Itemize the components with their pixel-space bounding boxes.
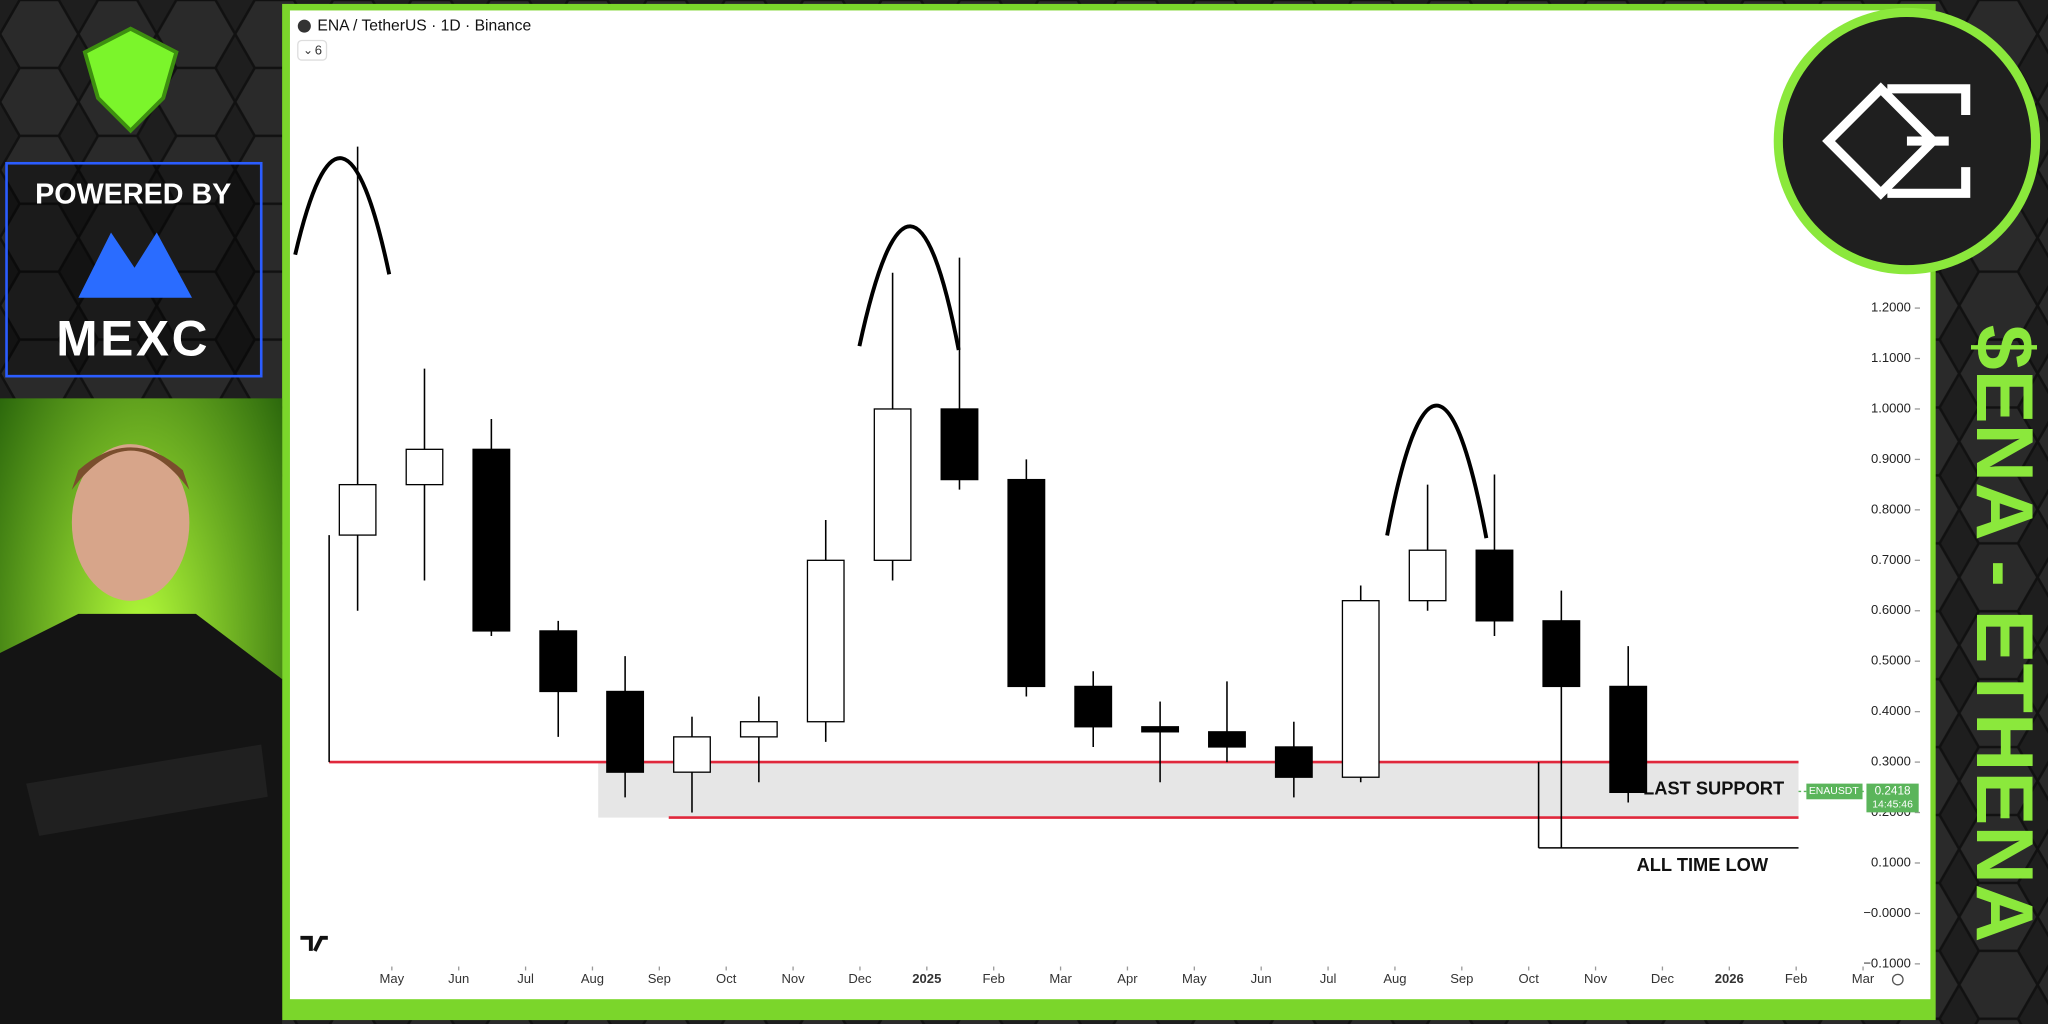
x-tick-label: Jul bbox=[1320, 971, 1337, 986]
candle-body bbox=[539, 630, 578, 693]
y-tick-label: 0.8000 bbox=[1871, 501, 1911, 516]
peak-arc bbox=[1385, 403, 1489, 539]
person-hair bbox=[71, 447, 190, 490]
x-tick-label: Mar bbox=[1049, 971, 1072, 986]
support-zone bbox=[598, 762, 1799, 818]
x-tick-label: Feb bbox=[1785, 971, 1807, 986]
y-tick-label: 0.1000 bbox=[1871, 854, 1911, 869]
x-tick-label: Mar bbox=[1852, 971, 1875, 986]
symbol-tag: ENAUSDT bbox=[1809, 786, 1859, 797]
candle-body bbox=[1141, 726, 1180, 733]
support-label: LAST SUPPORT bbox=[1643, 778, 1784, 799]
y-tick-label: 0.4000 bbox=[1871, 703, 1911, 718]
x-tick-label: Dec bbox=[848, 971, 872, 986]
peak-arc bbox=[857, 224, 961, 351]
x-tick-label: Oct bbox=[1519, 971, 1540, 986]
y-tick-label: 1.0000 bbox=[1871, 400, 1911, 415]
powered-by: POWERED BY bbox=[35, 179, 231, 211]
y-tick-label: 0.3000 bbox=[1871, 754, 1911, 769]
x-tick-label: Aug bbox=[1383, 971, 1406, 986]
person-arms bbox=[26, 744, 268, 836]
y-tick-label: 0.9000 bbox=[1871, 451, 1911, 466]
candle-body bbox=[1074, 685, 1113, 728]
candle-body bbox=[338, 483, 377, 536]
candle-body bbox=[1007, 478, 1046, 688]
candle-body bbox=[1542, 620, 1581, 688]
x-tick-label: 2025 bbox=[912, 971, 941, 986]
x-tick-label: Sep bbox=[648, 971, 671, 986]
banner-text: $ENA - ETHENA bbox=[1959, 325, 2048, 943]
candle-body bbox=[405, 448, 444, 486]
x-tick-label: Nov bbox=[1584, 971, 1608, 986]
indicator-count: 6 bbox=[315, 42, 322, 57]
plot: −0.1000−0.00000.10000.20000.30000.40000.… bbox=[328, 146, 1920, 986]
candle-body bbox=[1274, 746, 1313, 778]
indicator-toggle[interactable] bbox=[297, 39, 328, 61]
x-tick-label: 2026 bbox=[1715, 971, 1744, 986]
y-tick-label: 0.7000 bbox=[1871, 552, 1911, 567]
y-tick-label: −0.1000 bbox=[1863, 955, 1911, 970]
logo bbox=[82, 26, 179, 134]
y-tick-label: 0.6000 bbox=[1871, 602, 1911, 617]
x-tick-label: Oct bbox=[716, 971, 737, 986]
tv-logo bbox=[300, 935, 328, 952]
candle-body bbox=[940, 408, 979, 481]
candle-body bbox=[472, 448, 511, 632]
symbol-icon bbox=[297, 19, 311, 33]
chevron: ⌄ bbox=[303, 44, 313, 57]
x-tick-label: Nov bbox=[781, 971, 805, 986]
x-tick-label: Jun bbox=[1251, 971, 1272, 986]
candle-body bbox=[1341, 600, 1380, 778]
candle-body bbox=[1408, 549, 1447, 602]
candle-body bbox=[1475, 549, 1514, 622]
price-tag: 0.2418 bbox=[1875, 785, 1911, 798]
candle-body bbox=[806, 559, 845, 723]
y-tick-label: 0.5000 bbox=[1871, 653, 1911, 668]
person-head bbox=[71, 444, 190, 601]
peak-arc bbox=[293, 156, 392, 275]
countdown: 14:45:46 bbox=[1872, 799, 1913, 810]
y-tick-label: 1.2000 bbox=[1871, 300, 1911, 315]
x-tick-label: May bbox=[380, 971, 405, 986]
candle-body bbox=[1208, 731, 1246, 748]
x-tick-label: Sep bbox=[1450, 971, 1473, 986]
candle-body bbox=[1609, 685, 1648, 794]
x-tick-label: Jun bbox=[448, 971, 469, 986]
candle-body bbox=[739, 721, 778, 738]
x-tick-label: Feb bbox=[982, 971, 1004, 986]
x-tick-label: Dec bbox=[1651, 971, 1675, 986]
y-tick-label: −0.0000 bbox=[1863, 905, 1911, 920]
atl-label: ALL TIME LOW bbox=[1637, 854, 1769, 875]
candle-body bbox=[873, 408, 912, 561]
token-symbol bbox=[1822, 82, 1971, 200]
chart-title: ENA / TetherUS · 1D · Binance bbox=[317, 17, 531, 34]
chart-area bbox=[289, 10, 1931, 1000]
settings-icon[interactable] bbox=[1891, 973, 1904, 986]
mexc-text: MEXC bbox=[56, 310, 210, 366]
person-body bbox=[0, 613, 283, 1024]
candle-body bbox=[673, 736, 711, 773]
symbol-tag-bg bbox=[1806, 783, 1863, 800]
price-tag-bg bbox=[1866, 783, 1919, 813]
x-tick-label: May bbox=[1182, 971, 1207, 986]
mexc-logo bbox=[78, 232, 192, 298]
x-tick-label: Apr bbox=[1117, 971, 1138, 986]
candle-body bbox=[606, 690, 645, 773]
x-tick-label: Aug bbox=[581, 971, 604, 986]
y-tick-label: 1.1000 bbox=[1871, 350, 1911, 365]
x-tick-label: Jul bbox=[517, 971, 534, 986]
